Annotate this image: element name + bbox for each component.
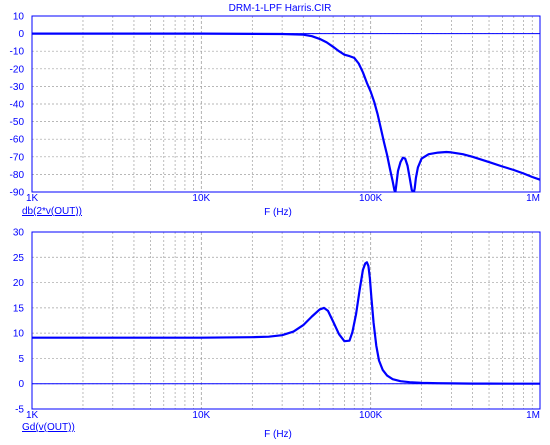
y-tick-label: -80: [10, 170, 25, 181]
y-tick-label: 10: [13, 329, 25, 340]
chart-title: DRM-1-LPF Harris.CIR: [229, 3, 332, 14]
x-tick-label: 1M: [526, 193, 540, 204]
y-tick-label: 0: [18, 379, 24, 390]
y-tick-label: -5: [15, 405, 24, 416]
x-axis-label: F (Hz): [264, 207, 292, 218]
y-tick-label: 25: [13, 253, 25, 264]
y-tick-label: 20: [13, 278, 25, 289]
plot-frame: [31, 15, 541, 193]
x-tick-label: 1K: [26, 410, 39, 421]
x-tick-label: 10K: [192, 193, 210, 204]
y-tick-label: -40: [10, 100, 25, 111]
y-tick-label: -90: [10, 188, 25, 199]
plot-frame: [31, 231, 541, 410]
y-tick-label: -20: [10, 64, 25, 75]
x-tick-label: 100K: [359, 410, 383, 421]
series-line-1-0: [32, 261, 540, 385]
y-tick-label: -50: [10, 117, 25, 128]
y-tick-label: -10: [10, 47, 25, 58]
y-tick-label: 15: [13, 303, 25, 314]
group-delay-plot-panel: 30 25 20 15 10 5 0 -5 1K 10K 100K 1M F (Hz) Gd(v(OUT)…: [13, 228, 541, 440]
x-tick-label: 1K: [26, 193, 39, 204]
y-tick-label: 30: [13, 228, 25, 239]
x-tick-label: 100K: [359, 193, 383, 204]
x-tick-label: 10K: [192, 410, 210, 421]
y-axis-label: Gd(v(OUT)): [22, 422, 75, 433]
y-axis-label: db(2*v(OUT)): [22, 206, 82, 217]
y-tick-label: -60: [10, 135, 25, 146]
y-tick-label: 0: [18, 29, 24, 40]
y-tick-label: -70: [10, 152, 25, 163]
y-tick-label: -30: [10, 82, 25, 93]
magnitude-plot-panel: 10 0 -10 -20 -30 -40 -50 -60 -70 -80 -90 1K 10K 100K 1…: [10, 12, 541, 218]
y-tick-label: 10: [13, 12, 25, 23]
series-line-0-0: [32, 32, 540, 192]
x-tick-label: 1M: [526, 410, 540, 421]
x-axis-label: F (Hz): [264, 429, 292, 440]
y-tick-label: 5: [18, 354, 24, 365]
